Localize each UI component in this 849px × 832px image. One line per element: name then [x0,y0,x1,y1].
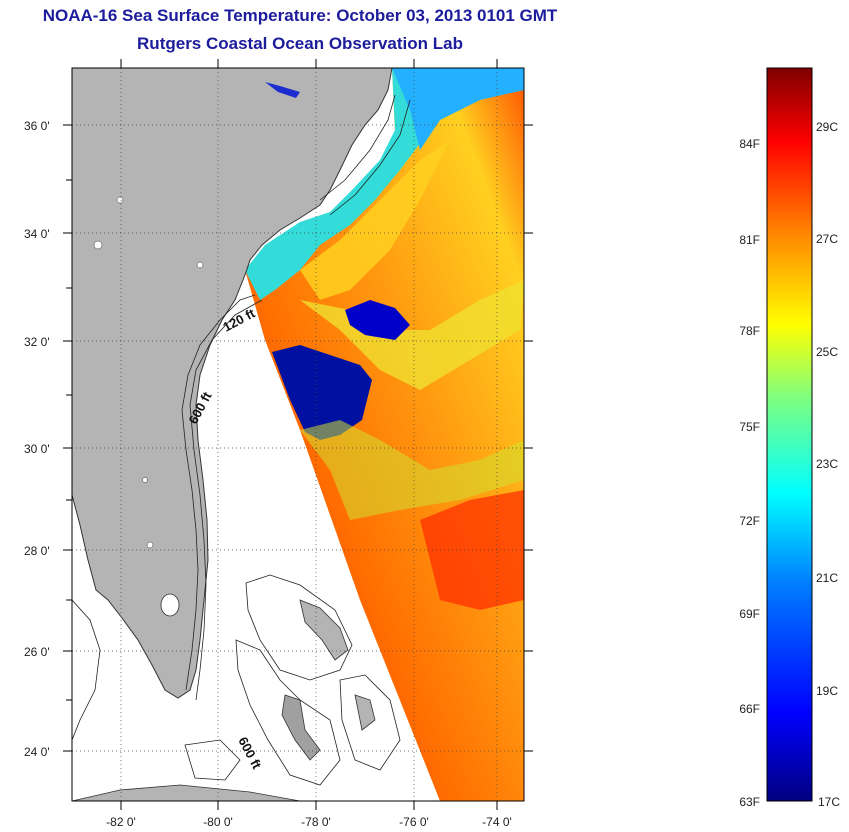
colorbar-f-label: 72F [739,514,760,528]
lon-tick-label: -80 0' [203,815,233,829]
colorbar-f-label: 81F [739,233,760,247]
colorbar-c-label: 21C [816,571,838,585]
colorbar-f-label: 84F [739,137,760,151]
colorbar-f-label: 69F [739,607,760,621]
frame-ticks [63,59,533,810]
lat-tick-label: 28 0' [24,544,50,558]
colorbar-f-label: 75F [739,420,760,434]
colorbar-c-label: 29C [816,120,838,134]
lon-tick-label: -74 0' [482,815,512,829]
lat-tick-label: 26 0' [24,645,50,659]
graticule [72,68,524,801]
land-bahamas [299,599,349,661]
lat-tick-label: 32 0' [24,335,50,349]
nearshore-cool-water [245,68,460,300]
yellow-zone [300,280,524,390]
colorbar-f-label: 66F [739,702,760,716]
colorbar-c-label: 25C [816,345,838,359]
lon-tick-label: -78 0' [301,815,331,829]
lat-tick-label: 30 0' [24,442,50,456]
lat-tick-label: 24 0' [24,745,50,759]
lat-tick-label: 36 0' [24,119,50,133]
mixed-zone [300,420,524,520]
map-subtitle: Rutgers Coastal Ocean Observation Lab [137,34,463,53]
cold-patch [272,345,372,440]
lake-okeechobee [160,593,180,617]
colorbar-c-label: 17C [818,795,840,809]
colorbar-c-label: 19C [816,684,838,698]
land-us-coast [72,68,393,699]
colorbar-c-label: 23C [816,457,838,471]
cold-patch-2 [345,300,410,340]
map-title: NOAA-16 Sea Surface Temperature: October… [42,6,558,25]
lon-tick-label: -82 0' [106,815,136,829]
isobaths [72,94,411,786]
yellow-band [300,140,450,300]
northern-cool-water [392,68,524,150]
map-border [71,67,525,802]
lon-tick-label: -76 0' [399,815,429,829]
colorbar [766,67,813,802]
colorbar-c-label: 27C [816,232,838,246]
colorbar-f-label: 78F [739,324,760,338]
lat-tick-label: 34 0' [24,227,50,241]
colorbar-f-label: 63F [739,795,760,809]
land-cuba [72,784,301,801]
